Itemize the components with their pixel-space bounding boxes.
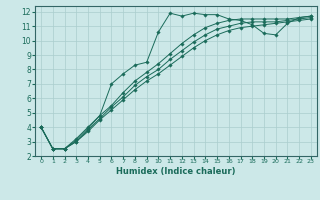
X-axis label: Humidex (Indice chaleur): Humidex (Indice chaleur) <box>116 167 236 176</box>
